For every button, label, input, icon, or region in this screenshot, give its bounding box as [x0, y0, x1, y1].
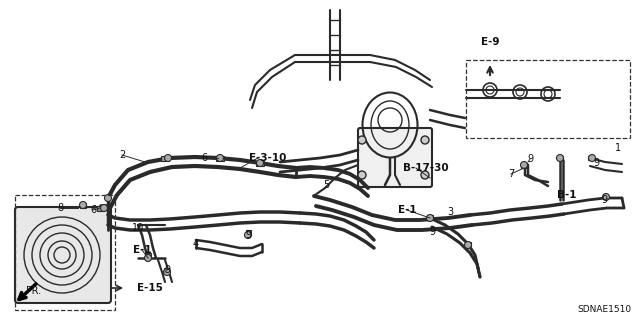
Bar	[145, 253, 151, 258]
Bar	[466, 60, 630, 138]
Circle shape	[589, 154, 595, 161]
Bar	[427, 215, 433, 220]
Bar	[164, 268, 169, 272]
Text: 6: 6	[90, 205, 96, 215]
Bar	[246, 230, 251, 234]
Bar	[588, 156, 593, 160]
Circle shape	[79, 202, 86, 209]
Circle shape	[465, 241, 472, 249]
Circle shape	[216, 154, 223, 161]
Circle shape	[602, 194, 609, 201]
Bar	[216, 156, 224, 161]
Text: B-17-30: B-17-30	[403, 163, 449, 173]
Bar	[603, 194, 608, 198]
Bar	[161, 156, 169, 161]
Text: 9: 9	[429, 227, 435, 237]
Text: E-3-10: E-3-10	[250, 153, 287, 163]
Text: SDNAE1510: SDNAE1510	[577, 305, 631, 314]
Bar	[558, 156, 563, 160]
Text: 9: 9	[245, 230, 251, 240]
Text: 6: 6	[201, 153, 207, 163]
Text: 3: 3	[447, 207, 453, 217]
Circle shape	[244, 232, 252, 239]
Text: E-1: E-1	[132, 245, 151, 255]
Text: E-1: E-1	[397, 205, 416, 215]
Bar	[466, 242, 471, 246]
Circle shape	[164, 154, 172, 161]
Text: 8: 8	[57, 203, 63, 213]
Circle shape	[145, 255, 152, 262]
Text: 2: 2	[119, 150, 125, 160]
Circle shape	[426, 214, 433, 221]
Text: 1: 1	[615, 143, 621, 153]
Text: 7: 7	[508, 169, 514, 179]
Text: FR.: FR.	[26, 286, 42, 296]
Text: B-1: B-1	[557, 190, 577, 200]
Circle shape	[257, 160, 264, 167]
Circle shape	[421, 171, 429, 179]
Circle shape	[104, 195, 111, 202]
Text: 9: 9	[527, 154, 533, 164]
Text: 9: 9	[593, 158, 599, 168]
Circle shape	[358, 136, 366, 144]
Circle shape	[100, 204, 108, 211]
Text: 9: 9	[601, 195, 607, 205]
Text: E-9: E-9	[481, 37, 499, 47]
Text: 9: 9	[164, 265, 170, 275]
Circle shape	[520, 161, 527, 168]
Bar	[97, 206, 103, 211]
Circle shape	[358, 171, 366, 179]
Text: 4: 4	[193, 239, 199, 249]
Bar	[256, 161, 264, 166]
Circle shape	[421, 136, 429, 144]
Circle shape	[557, 154, 563, 161]
Bar	[80, 203, 86, 208]
Text: 5: 5	[323, 180, 329, 190]
Circle shape	[163, 269, 170, 276]
FancyBboxPatch shape	[15, 207, 111, 303]
Text: 10: 10	[132, 223, 144, 233]
FancyBboxPatch shape	[358, 128, 432, 187]
Bar	[15, 195, 115, 310]
Text: E-15: E-15	[137, 283, 163, 293]
Bar	[521, 163, 527, 168]
